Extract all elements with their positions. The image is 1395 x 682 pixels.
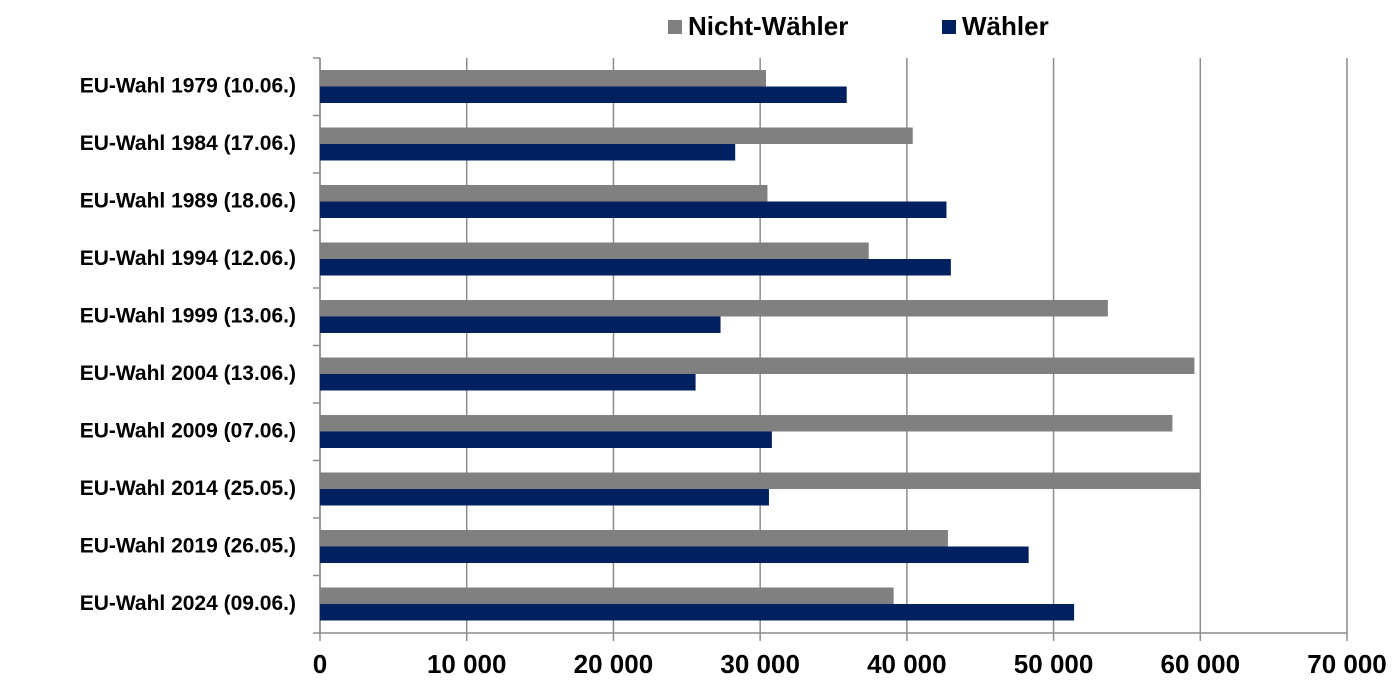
y-tick-label: EU-Wahl 1989 (18.06.) bbox=[80, 189, 296, 212]
bar bbox=[320, 415, 1173, 432]
bar bbox=[320, 489, 769, 506]
x-tick-label: 10 000 bbox=[427, 649, 507, 679]
x-tick-label: 0 bbox=[313, 649, 327, 679]
bar bbox=[320, 201, 947, 218]
y-tick-label: EU-Wahl 2019 (26.05.) bbox=[80, 534, 296, 557]
x-tick-label: 50 000 bbox=[1014, 649, 1094, 679]
bar bbox=[320, 316, 721, 333]
x-tick-label: 30 000 bbox=[720, 649, 800, 679]
x-tick-label: 40 000 bbox=[867, 649, 947, 679]
y-tick-label: EU-Wahl 1984 (17.06.) bbox=[80, 132, 296, 155]
y-tick-label: EU-Wahl 1999 (13.06.) bbox=[80, 304, 296, 327]
legend-swatch bbox=[942, 20, 956, 34]
x-tick-label: 70 000 bbox=[1307, 649, 1387, 679]
y-tick-label: EU-Wahl 1994 (12.06.) bbox=[80, 247, 296, 270]
y-tick-label: EU-Wahl 2024 (09.06.) bbox=[80, 592, 296, 615]
y-tick-label: EU-Wahl 2009 (07.06.) bbox=[80, 419, 296, 442]
bar bbox=[320, 587, 894, 604]
bar bbox=[320, 86, 847, 103]
bar bbox=[320, 127, 913, 144]
y-tick-label: EU-Wahl 2004 (13.06.) bbox=[80, 362, 296, 385]
legend-label: Nicht-Wähler bbox=[688, 11, 848, 41]
bar bbox=[320, 70, 767, 87]
bar bbox=[320, 259, 951, 276]
legend-swatch bbox=[668, 20, 682, 34]
x-tick-label: 60 000 bbox=[1161, 649, 1241, 679]
x-tick-label: 20 000 bbox=[574, 649, 654, 679]
y-tick-label: EU-Wahl 1979 (10.06.) bbox=[80, 74, 296, 97]
bar bbox=[320, 242, 869, 259]
bar bbox=[320, 300, 1108, 317]
bar bbox=[320, 374, 696, 391]
bar bbox=[320, 604, 1075, 621]
legend-label: Wähler bbox=[962, 11, 1049, 41]
bar bbox=[320, 357, 1195, 374]
bar bbox=[320, 546, 1029, 563]
bar bbox=[320, 185, 768, 202]
bar bbox=[320, 144, 736, 161]
y-tick-label: EU-Wahl 2014 (25.05.) bbox=[80, 477, 296, 500]
bar bbox=[320, 472, 1201, 489]
bar bbox=[320, 431, 772, 448]
bar bbox=[320, 530, 948, 547]
